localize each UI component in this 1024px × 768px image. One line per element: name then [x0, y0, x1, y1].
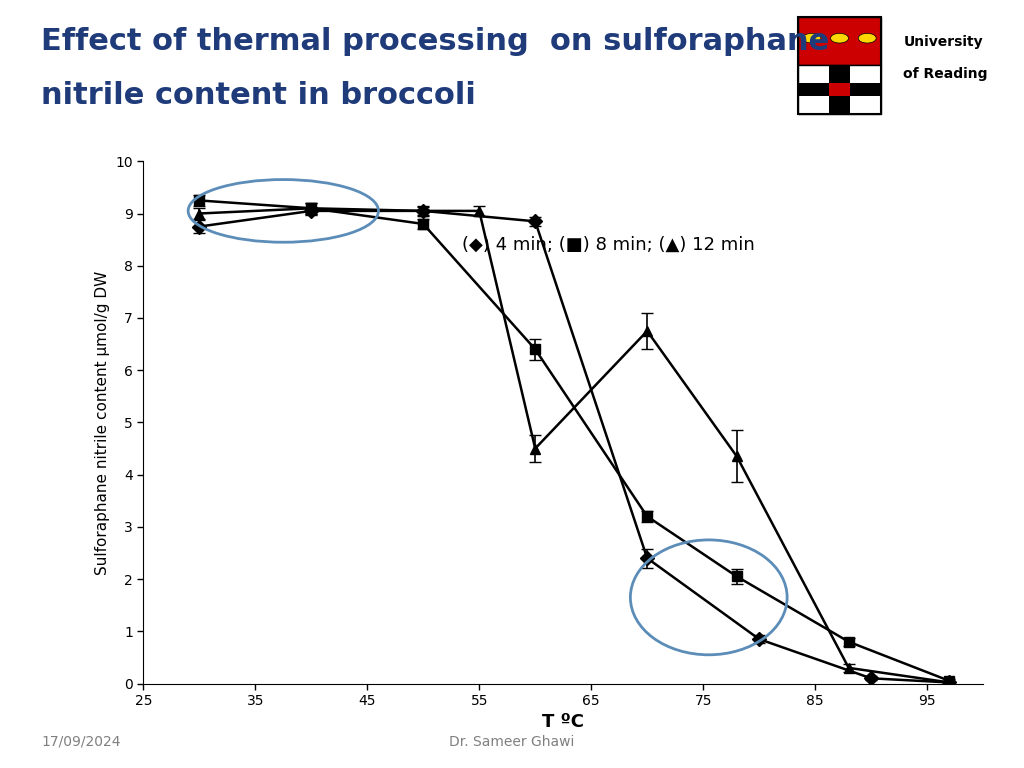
Circle shape — [803, 33, 821, 43]
Bar — [829, 83, 850, 96]
Bar — [798, 17, 882, 114]
X-axis label: T ºC: T ºC — [542, 713, 585, 731]
Text: Effect of thermal processing  on sulforaphane: Effect of thermal processing on sulforap… — [41, 27, 829, 56]
Circle shape — [858, 33, 877, 43]
Text: nitrile content in broccoli: nitrile content in broccoli — [41, 81, 476, 110]
Bar — [798, 17, 882, 65]
Text: of Reading: of Reading — [903, 67, 988, 81]
Text: (◆) 4 min; (■) 8 min; (▲) 12 min: (◆) 4 min; (■) 8 min; (▲) 12 min — [463, 236, 755, 254]
Bar — [798, 83, 882, 96]
Text: Dr. Sameer Ghawi: Dr. Sameer Ghawi — [450, 735, 574, 749]
Text: 17/09/2024: 17/09/2024 — [41, 735, 121, 749]
Text: University: University — [903, 35, 983, 48]
Y-axis label: Sulforaphane nitrile content μmol/g DW: Sulforaphane nitrile content μmol/g DW — [95, 270, 110, 574]
Circle shape — [830, 33, 849, 43]
Bar — [829, 65, 850, 114]
Bar — [798, 65, 882, 114]
